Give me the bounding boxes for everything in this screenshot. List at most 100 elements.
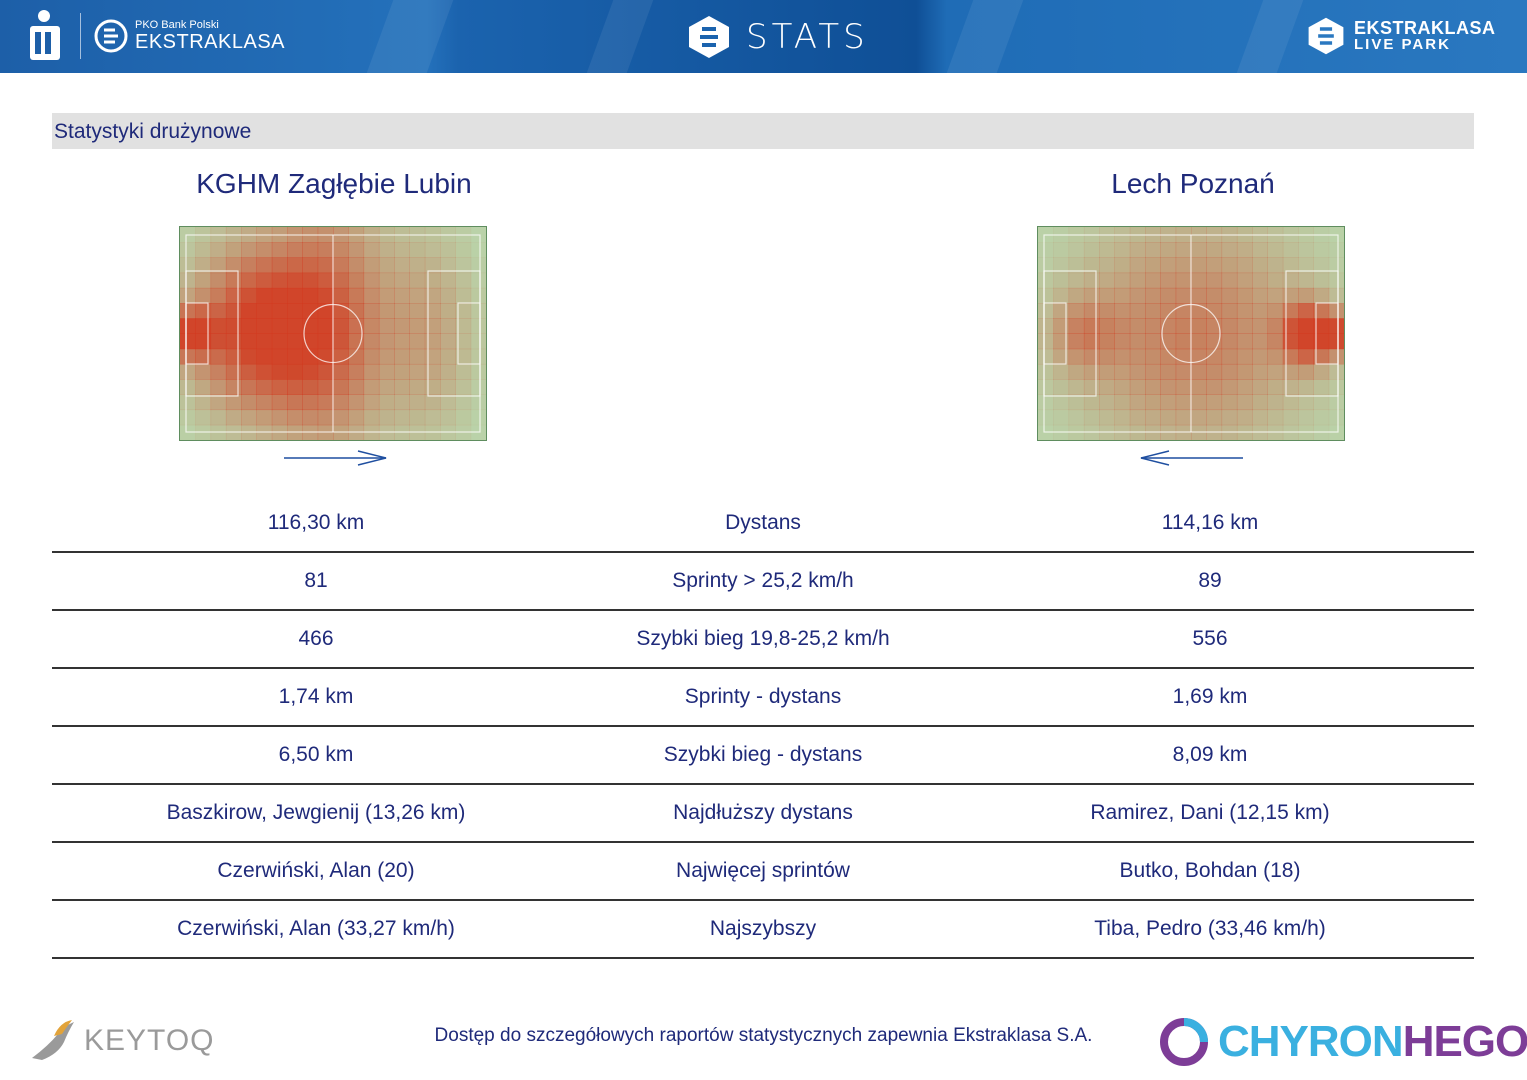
heatmap-cell	[210, 379, 227, 395]
stats-row: 466 Szybki bieg 19,8-25,2 km/h 556	[52, 610, 1474, 669]
heatmap-cell	[1114, 272, 1131, 289]
heatmap-cell	[1236, 287, 1253, 304]
heatmap-cell	[287, 348, 303, 365]
heatmap-cell	[1145, 363, 1161, 380]
heatmap-cell	[1145, 318, 1161, 334]
heatmap-cell	[1298, 379, 1314, 395]
heatmap-cell	[287, 257, 303, 274]
heatmap-cell	[1068, 287, 1085, 304]
heatmap-cell	[1267, 348, 1284, 365]
heatmap-cell	[1267, 379, 1284, 395]
heatmap-cell	[241, 394, 257, 411]
heatmap-cell	[394, 379, 410, 395]
heatmap-cell	[424, 333, 441, 350]
heatmap-cell	[1191, 318, 1207, 334]
heatmap-cell	[1206, 394, 1223, 411]
heatmap-cell	[348, 409, 365, 426]
heatmap-cell	[317, 379, 334, 395]
away-value: 89	[946, 552, 1474, 611]
pitch-box	[185, 302, 209, 365]
heatmap-cell	[455, 363, 472, 380]
heatmap-cell	[287, 303, 303, 319]
heatmap-cell	[440, 409, 456, 426]
heatmap-cell	[378, 287, 395, 304]
heatmap-cell	[225, 379, 242, 395]
heatmap-cell	[378, 333, 395, 350]
heatmap-cell	[241, 287, 257, 304]
heatmap-cell	[1083, 409, 1100, 426]
heatmap-cell	[409, 363, 426, 380]
stats-row: Baszkirow, Jewgienij (13,26 km) Najdłuższ…	[52, 784, 1474, 843]
ekstraklasa-e-icon	[689, 16, 729, 58]
heatmap-cell	[256, 318, 273, 334]
heatmap-cell	[1252, 363, 1268, 380]
heatmap-cell	[409, 242, 426, 258]
heatmap-cell	[180, 363, 196, 380]
heatmap-cell	[1282, 242, 1299, 258]
heatmap-cell	[1068, 303, 1085, 319]
heatmap-cell	[409, 318, 426, 334]
heatmap-cell	[363, 257, 380, 274]
heatmap-cell	[1313, 318, 1330, 334]
chyronhego-logo: CHYRONHEGO	[1158, 1016, 1527, 1068]
heatmap-cell	[1083, 348, 1100, 365]
heatmap-cell	[180, 379, 196, 395]
away-attack-direction-arrow	[1140, 450, 1243, 466]
heatmap-cell	[1282, 287, 1299, 304]
heatmap-cell	[210, 287, 227, 304]
heatmap-cell	[1099, 287, 1115, 304]
heatmap-cell	[440, 394, 456, 411]
heatmap-cell	[195, 379, 212, 395]
heatmap-cell	[1236, 257, 1253, 274]
heatmap-cell	[225, 257, 242, 274]
heatmap-cell	[470, 303, 486, 319]
heatmap-cell	[1236, 303, 1253, 319]
ekstraklasa-text: EKSTRAKLASA	[135, 31, 286, 53]
heatmap-cell	[180, 242, 196, 258]
heatmap-cell	[241, 348, 257, 365]
heatmap-cell	[1114, 409, 1131, 426]
heatmap-cell	[348, 394, 365, 411]
heatmap-cell	[225, 333, 242, 350]
heatmap-cell	[1267, 409, 1284, 426]
center-circle	[1161, 303, 1221, 364]
heatmap-cell	[225, 363, 242, 380]
pitch-box	[457, 302, 481, 365]
heatmap-cell	[1145, 394, 1161, 411]
heatmap-cell	[394, 257, 410, 274]
heatmap-cell	[1221, 318, 1238, 334]
stat-label: Najdłuższy dystans	[580, 784, 946, 843]
heatmap-cell	[241, 242, 257, 258]
heatmap-cell	[287, 333, 303, 350]
heatmap-cell	[1282, 333, 1299, 350]
heatmap-cell	[1129, 394, 1146, 411]
heatmap-cell	[1114, 287, 1131, 304]
away-value: Butko, Bohdan (18)	[946, 842, 1474, 901]
heatmap-cell	[1252, 318, 1268, 334]
heatmap-cell	[1099, 257, 1115, 274]
heatmap-cell	[256, 287, 273, 304]
keytoq-bird-icon	[32, 1020, 74, 1060]
header-bar: PKO Bank Polski EKSTRAKLASA STATS EKSTRA…	[0, 0, 1527, 73]
heatmap-cell	[1145, 242, 1161, 258]
heatmap-cell	[363, 333, 380, 350]
heatmap-cell	[1038, 409, 1054, 426]
away-value: 114,16 km	[946, 495, 1474, 553]
heatmap-cell	[440, 303, 456, 319]
heatmap-cell	[1206, 257, 1223, 274]
heatmap-cell	[394, 287, 410, 304]
heatmap-cell	[1252, 379, 1268, 395]
heatmap-cell	[1206, 363, 1223, 380]
heatmap-cell	[1038, 257, 1054, 274]
heatmap-cell	[409, 303, 426, 319]
heatmap-cell	[1221, 379, 1238, 395]
heatmap-cell	[1114, 363, 1131, 380]
heatmap-cell	[225, 318, 242, 334]
heatmap-cell	[333, 363, 349, 380]
heatmap-cell	[1038, 333, 1054, 350]
heatmap-cell	[287, 287, 303, 304]
heatmap-cell	[378, 242, 395, 258]
heatmap-cell	[180, 257, 196, 274]
stats-row: Czerwiński, Alan (20) Najwięcej sprintów B…	[52, 842, 1474, 901]
center-circle	[303, 303, 363, 364]
